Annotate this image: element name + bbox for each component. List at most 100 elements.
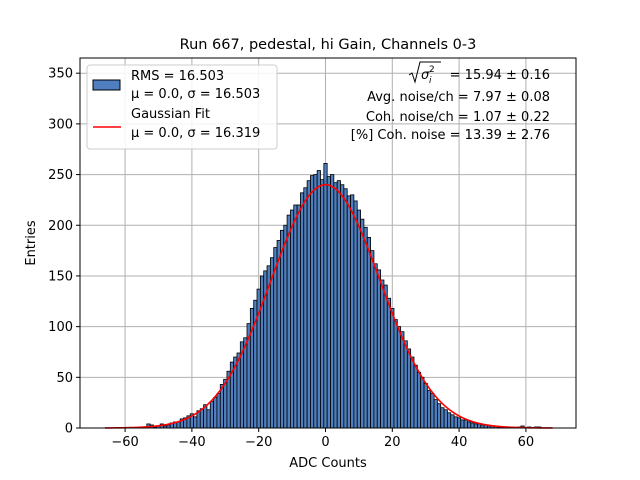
histogram-bar	[243, 337, 248, 429]
histogram-bar	[269, 257, 275, 429]
histogram-bar	[450, 414, 455, 429]
legend-histogram-rms: RMS = 16.503	[131, 69, 224, 84]
histogram-bar	[370, 250, 375, 429]
histogram-bar	[310, 175, 315, 429]
histogram-bar	[300, 192, 305, 429]
histogram-bar	[290, 209, 295, 429]
histogram-bar	[209, 401, 215, 429]
histogram-bar	[216, 393, 221, 429]
histogram-bar	[410, 356, 415, 429]
legend: RMS = 16.503 μ = 0.0, σ = 16.503 Gaussia…	[86, 64, 278, 150]
histogram-bar	[457, 417, 462, 429]
legend-histogram-swatch	[92, 79, 121, 91]
histogram-bar	[403, 340, 408, 429]
svg-text:i: i	[429, 76, 432, 86]
histogram-bar	[406, 348, 412, 429]
histogram-bar	[323, 163, 328, 429]
histogram-bar	[326, 176, 331, 429]
histogram-bar	[383, 284, 388, 429]
legend-box	[86, 64, 278, 150]
histogram-bar	[236, 352, 241, 429]
chart-title: Run 667, pedestal, hi Gain, Channels 0-3	[180, 37, 477, 53]
histogram-bar	[176, 421, 181, 429]
histogram-bar	[386, 297, 392, 429]
histogram-bar	[413, 364, 418, 429]
histogram-bar	[400, 331, 405, 429]
x-tick-label: −40	[178, 435, 205, 450]
legend-fit-name: Gaussian Fit	[131, 107, 210, 122]
histogram-bar	[453, 416, 458, 429]
histogram-bar	[313, 174, 318, 429]
total-noise-symbol: σ 2 i	[408, 61, 441, 86]
y-tick-label: 300	[48, 117, 73, 132]
histogram-bar	[303, 187, 308, 429]
histogram-bar	[390, 307, 395, 429]
legend-fit-stats: μ = 0.0, σ = 16.319	[131, 126, 260, 141]
histogram-bar	[223, 378, 228, 429]
histogram-bar	[259, 275, 265, 429]
histogram-bar	[366, 237, 371, 429]
histogram-bar	[436, 403, 442, 429]
histogram-bar	[416, 371, 422, 429]
histogram-bar	[193, 416, 198, 429]
x-tick-label: 60	[518, 435, 535, 450]
histogram-bar	[426, 390, 432, 429]
histogram-bar	[340, 184, 345, 429]
svg-text:2: 2	[429, 65, 435, 75]
histogram-bar	[343, 188, 348, 429]
x-axis-label: ADC Counts	[289, 456, 367, 471]
histogram-bar	[293, 204, 298, 429]
histogram-bar	[463, 419, 468, 429]
y-tick-label: 350	[48, 67, 73, 82]
plot-frame	[79, 57, 577, 429]
svg-text:σ: σ	[421, 68, 430, 83]
annotation-total-noise: = 15.94 ± 0.16	[450, 68, 550, 83]
histogram-bar	[373, 263, 378, 429]
histogram-bar	[356, 209, 361, 429]
histogram-bar	[363, 226, 368, 429]
y-tick-label: 250	[48, 168, 73, 183]
annotation-coh-noise-percent: [%] Coh. noise = 13.39 ± 2.76	[351, 128, 550, 143]
histogram-bar	[353, 200, 358, 429]
x-tick-label: 20	[384, 435, 401, 450]
histogram-bar	[306, 180, 311, 429]
y-axis-ticks: 0 50 100 150 200 250 300 350	[48, 67, 80, 437]
gaussian-fit-line	[105, 183, 553, 429]
histogram-bar	[219, 384, 225, 429]
x-tick-label: −20	[245, 435, 272, 450]
y-tick-label: 50	[56, 371, 73, 386]
histogram-bar	[440, 407, 445, 429]
x-axis-ticks: −60 −40 −20 0 20 40 60	[111, 428, 534, 450]
histogram-bar	[396, 326, 402, 429]
x-tick-label: 40	[451, 435, 468, 450]
histogram-bar	[276, 240, 281, 429]
histogram-bar	[433, 399, 438, 429]
histogram-bar	[283, 224, 288, 429]
histogram-bar	[470, 422, 475, 429]
histogram-bar	[473, 423, 478, 429]
histogram-bar	[430, 393, 435, 429]
histogram-bar	[286, 214, 291, 429]
histogram-bar	[350, 194, 355, 429]
histogram-bar	[333, 182, 338, 429]
histogram-bar	[280, 229, 285, 429]
y-tick-label: 0	[65, 422, 73, 437]
histogram-bar	[477, 423, 482, 429]
histogram-bar	[460, 419, 465, 429]
histogram-bar	[360, 218, 365, 429]
y-tick-label: 150	[48, 269, 73, 284]
histogram-bar	[420, 376, 425, 429]
histogram-bar	[273, 247, 278, 429]
annotation-avg-noise: Avg. noise/ch = 7.97 ± 0.08	[367, 90, 550, 105]
histogram-bar	[296, 204, 301, 429]
histogram-bar	[213, 397, 218, 429]
histogram-bar	[443, 409, 448, 429]
annotation-coh-noise: Coh. noise/ch = 1.07 ± 0.22	[366, 110, 550, 125]
histogram-bar	[330, 174, 335, 429]
histogram-bar	[423, 382, 428, 429]
histogram-bar	[467, 421, 472, 429]
histogram-bar	[320, 179, 325, 429]
legend-histogram-stats: μ = 0.0, σ = 16.503	[131, 87, 260, 102]
histogram-bar	[316, 170, 321, 429]
